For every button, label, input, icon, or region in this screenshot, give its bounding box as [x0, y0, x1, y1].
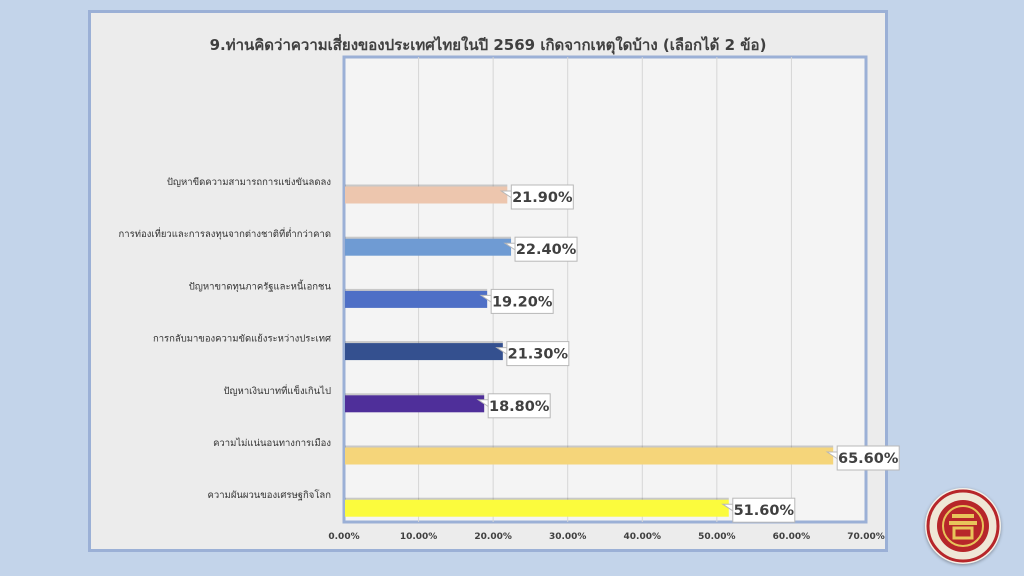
x-tick-label: 10.00%: [400, 532, 438, 542]
bar: [345, 238, 512, 256]
bar: [345, 343, 503, 361]
data-label: 21.30%: [508, 347, 569, 363]
bar-shadow: [345, 341, 503, 344]
data-label: 51.60%: [734, 503, 795, 519]
bar: [345, 290, 488, 308]
category-label: ความผันผวนของเศรษฐกิจโลก: [208, 489, 332, 501]
x-tick-label: 50.00%: [698, 532, 736, 542]
bar-shadow: [345, 393, 485, 396]
data-label: 22.40%: [516, 242, 577, 258]
data-label: 19.20%: [492, 294, 553, 310]
bar: [345, 447, 834, 465]
data-label: 18.80%: [489, 399, 550, 415]
bar: [345, 395, 485, 413]
bar-shadow: [345, 184, 508, 187]
data-label-box: [490, 288, 554, 314]
bar-shadow: [345, 497, 729, 500]
data-label-box: [506, 341, 570, 367]
category-label: การกลับมาของความขัดแย้งระหว่างประเทศ: [153, 334, 331, 345]
chart-title: 9.ท่านคิดว่าความเสี่ยงของประเทศไทยในปี 2…: [209, 36, 767, 54]
bar-shadow: [345, 236, 512, 239]
bar-shadow: [345, 445, 834, 448]
x-tick-label: 70.00%: [847, 532, 885, 542]
data-label: 21.90%: [512, 190, 573, 206]
data-label-box: [836, 445, 900, 471]
x-tick-label: 20.00%: [474, 532, 512, 542]
bar: [345, 186, 508, 204]
x-tick-label: 40.00%: [624, 532, 662, 542]
seal-emblem-icon: [926, 489, 1000, 563]
category-label: ความไม่แน่นอนทางการเมือง: [213, 437, 331, 449]
category-label: ปัญหาเงินบาทที่แข็งเกินไป: [223, 384, 331, 397]
x-tick-label: 60.00%: [773, 532, 811, 542]
category-label: การท่องเที่ยวและการลงทุนจากต่างชาติที่ต่…: [119, 227, 331, 240]
data-label-box: [514, 236, 578, 262]
x-tick-label: 0.00%: [328, 532, 359, 542]
data-label-box: [487, 393, 551, 419]
x-tick-label: 30.00%: [549, 532, 587, 542]
data-label-box: [510, 184, 574, 210]
data-label: 65.60%: [838, 451, 899, 467]
category-label: ปัญหาขีดความสามารถการแข่งขันลดลง: [167, 176, 331, 188]
plot-area: [342, 55, 868, 524]
bar-shadow: [345, 288, 488, 291]
bar: [345, 499, 729, 517]
university-seal-logo: [925, 488, 1001, 564]
category-label: ปัญหาขาดทุนภาครัฐและหนี้เอกชน: [189, 279, 332, 292]
data-label-box: [732, 497, 796, 523]
